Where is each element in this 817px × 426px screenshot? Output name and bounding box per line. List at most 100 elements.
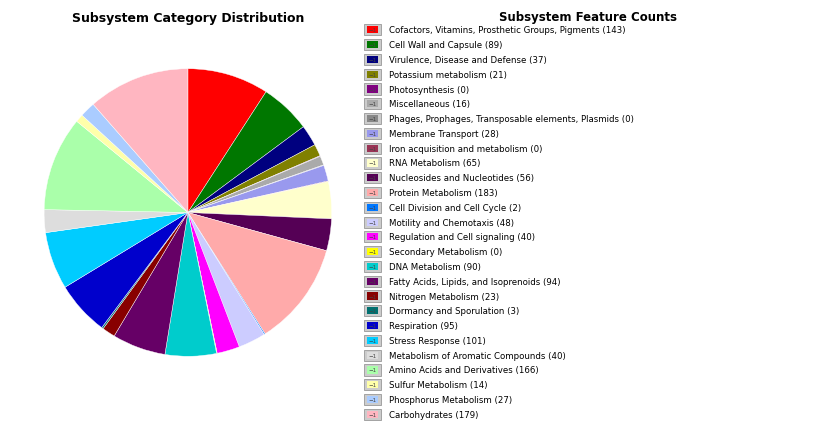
- Text: RNA Metabolism (65): RNA Metabolism (65): [389, 159, 480, 168]
- Text: −1: −1: [368, 353, 377, 358]
- FancyBboxPatch shape: [364, 143, 382, 154]
- Text: Regulation and Cell signaling (40): Regulation and Cell signaling (40): [389, 233, 535, 242]
- FancyBboxPatch shape: [364, 187, 382, 199]
- FancyBboxPatch shape: [364, 350, 382, 361]
- Text: −1: −1: [368, 220, 377, 225]
- Text: Protein Metabolism (183): Protein Metabolism (183): [389, 189, 498, 198]
- FancyBboxPatch shape: [364, 365, 382, 376]
- Wedge shape: [188, 145, 320, 213]
- Wedge shape: [44, 122, 188, 213]
- Wedge shape: [44, 210, 188, 233]
- FancyBboxPatch shape: [364, 173, 382, 184]
- Wedge shape: [102, 213, 188, 329]
- Text: −1: −1: [368, 117, 377, 122]
- FancyBboxPatch shape: [364, 217, 382, 228]
- Text: −1: −1: [368, 412, 377, 417]
- FancyBboxPatch shape: [364, 247, 382, 258]
- Wedge shape: [46, 213, 188, 288]
- FancyBboxPatch shape: [367, 234, 378, 241]
- Text: −1: −1: [368, 58, 377, 63]
- Text: Photosynthesis (0): Photosynthesis (0): [389, 85, 469, 94]
- FancyBboxPatch shape: [364, 129, 382, 140]
- Text: Motility and Chemotaxis (48): Motility and Chemotaxis (48): [389, 218, 514, 227]
- FancyBboxPatch shape: [367, 86, 378, 93]
- FancyBboxPatch shape: [364, 379, 382, 390]
- Text: −1: −1: [368, 308, 377, 314]
- Text: −1: −1: [368, 87, 377, 92]
- FancyBboxPatch shape: [367, 396, 378, 403]
- Text: −1: −1: [368, 279, 377, 284]
- Text: −1: −1: [368, 397, 377, 402]
- Wedge shape: [77, 116, 188, 213]
- Text: Amino Acids and Derivatives (166): Amino Acids and Derivatives (166): [389, 366, 539, 374]
- Text: −1: −1: [368, 102, 377, 107]
- Wedge shape: [188, 156, 320, 213]
- Wedge shape: [188, 157, 324, 213]
- FancyBboxPatch shape: [367, 72, 378, 79]
- Text: Nitrogen Metabolism (23): Nitrogen Metabolism (23): [389, 292, 499, 301]
- Text: −1: −1: [368, 161, 377, 166]
- FancyBboxPatch shape: [364, 276, 382, 287]
- Text: Phosphorus Metabolism (27): Phosphorus Metabolism (27): [389, 395, 512, 404]
- Wedge shape: [188, 213, 217, 354]
- FancyBboxPatch shape: [364, 55, 382, 66]
- FancyBboxPatch shape: [364, 320, 382, 331]
- Text: −1: −1: [368, 132, 377, 137]
- FancyBboxPatch shape: [364, 261, 382, 272]
- FancyBboxPatch shape: [367, 337, 378, 344]
- FancyBboxPatch shape: [367, 352, 378, 359]
- Text: Cofactors, Vitamins, Prosthetic Groups, Pigments (143): Cofactors, Vitamins, Prosthetic Groups, …: [389, 26, 626, 35]
- Text: Secondary Metabolism (0): Secondary Metabolism (0): [389, 248, 502, 256]
- Text: −1: −1: [368, 250, 377, 255]
- FancyBboxPatch shape: [364, 114, 382, 125]
- FancyBboxPatch shape: [364, 409, 382, 420]
- FancyBboxPatch shape: [364, 335, 382, 346]
- FancyBboxPatch shape: [367, 160, 378, 167]
- FancyBboxPatch shape: [367, 219, 378, 226]
- FancyBboxPatch shape: [367, 145, 378, 153]
- Text: −1: −1: [368, 146, 377, 151]
- FancyBboxPatch shape: [367, 381, 378, 389]
- Wedge shape: [93, 69, 188, 213]
- Text: Fatty Acids, Lipids, and Isoprenoids (94): Fatty Acids, Lipids, and Isoprenoids (94…: [389, 277, 560, 286]
- FancyBboxPatch shape: [367, 57, 378, 64]
- Text: Carbohydrates (179): Carbohydrates (179): [389, 410, 479, 419]
- Text: −1: −1: [368, 368, 377, 373]
- FancyBboxPatch shape: [367, 101, 378, 108]
- Text: −1: −1: [368, 176, 377, 181]
- Text: −1: −1: [368, 72, 377, 78]
- Wedge shape: [188, 182, 332, 219]
- Wedge shape: [188, 213, 332, 251]
- Text: DNA Metabolism (90): DNA Metabolism (90): [389, 262, 481, 271]
- Text: Respiration (95): Respiration (95): [389, 321, 458, 330]
- FancyBboxPatch shape: [367, 366, 378, 374]
- Text: −1: −1: [368, 235, 377, 240]
- Wedge shape: [65, 213, 188, 328]
- Wedge shape: [188, 166, 328, 213]
- FancyBboxPatch shape: [367, 278, 378, 285]
- FancyBboxPatch shape: [364, 305, 382, 317]
- Text: −1: −1: [368, 43, 377, 48]
- Text: −1: −1: [368, 323, 377, 328]
- Text: Miscellaneous (16): Miscellaneous (16): [389, 100, 471, 109]
- FancyBboxPatch shape: [367, 322, 378, 329]
- Text: Iron acquisition and metabolism (0): Iron acquisition and metabolism (0): [389, 144, 542, 153]
- Wedge shape: [188, 213, 265, 335]
- Wedge shape: [188, 213, 264, 347]
- Wedge shape: [188, 166, 324, 213]
- Text: Potassium metabolism (21): Potassium metabolism (21): [389, 71, 507, 80]
- FancyBboxPatch shape: [367, 411, 378, 418]
- FancyBboxPatch shape: [364, 394, 382, 405]
- Text: Phages, Prophages, Transposable elements, Plasmids (0): Phages, Prophages, Transposable elements…: [389, 115, 634, 124]
- FancyBboxPatch shape: [364, 69, 382, 81]
- Text: Stress Response (101): Stress Response (101): [389, 336, 486, 345]
- Wedge shape: [103, 213, 188, 336]
- Wedge shape: [114, 213, 188, 354]
- Title: Subsystem Category Distribution: Subsystem Category Distribution: [72, 12, 304, 25]
- Wedge shape: [188, 181, 328, 213]
- FancyBboxPatch shape: [364, 158, 382, 169]
- FancyBboxPatch shape: [367, 263, 378, 271]
- FancyBboxPatch shape: [364, 84, 382, 95]
- Text: Virulence, Disease and Defense (37): Virulence, Disease and Defense (37): [389, 56, 547, 65]
- FancyBboxPatch shape: [367, 27, 378, 35]
